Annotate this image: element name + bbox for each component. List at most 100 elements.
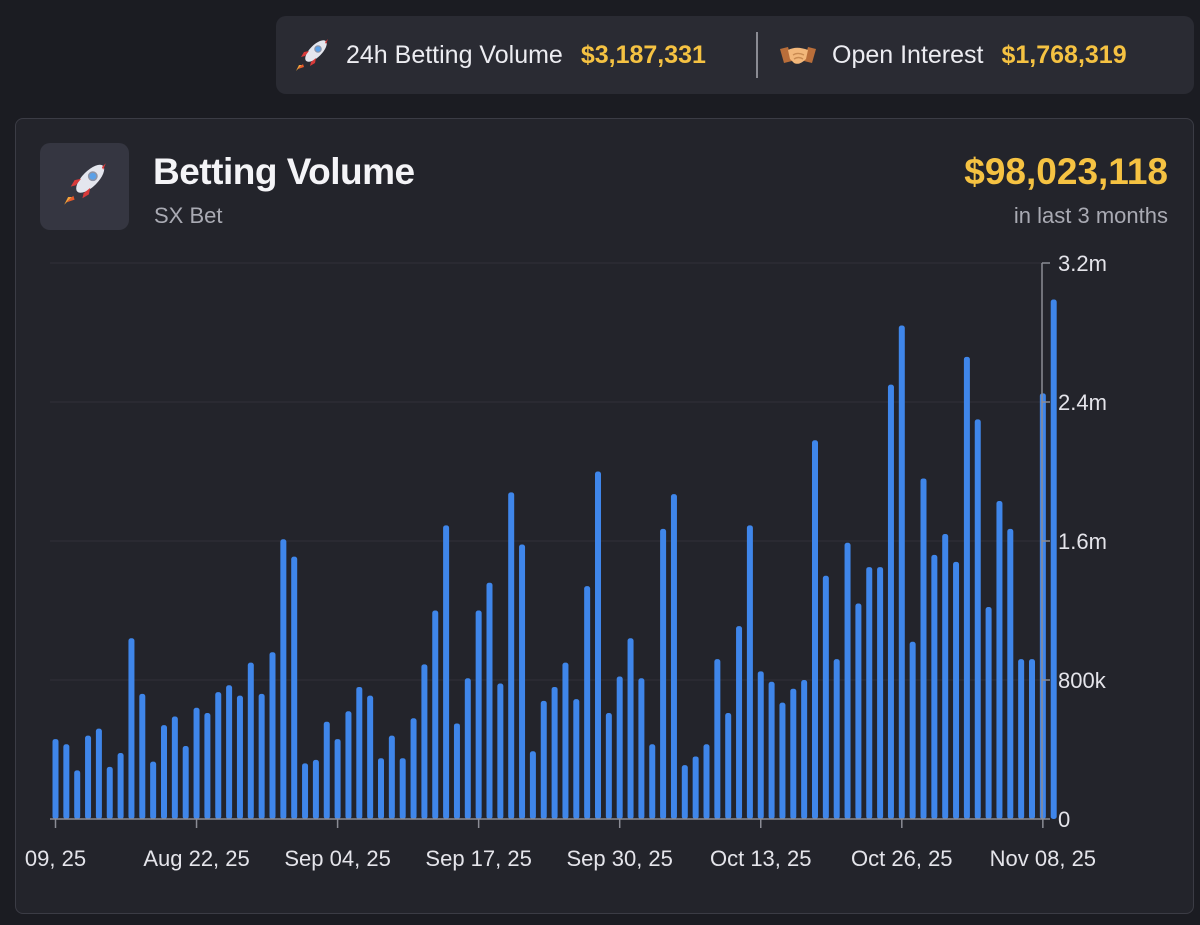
stat-divider — [756, 32, 758, 78]
bar — [540, 700, 547, 819]
stat-24h-volume: 24h Betting Volume $3,187,331 — [276, 16, 756, 94]
bar — [117, 752, 124, 819]
bar — [139, 693, 146, 819]
bar — [486, 582, 493, 819]
bar — [204, 713, 211, 819]
y-tick-label: 3.2m — [1058, 251, 1107, 276]
x-tick-label: Oct 26, 25 — [851, 846, 953, 871]
bar — [855, 603, 862, 819]
bar — [844, 542, 851, 819]
bar — [779, 702, 786, 819]
bar — [703, 744, 710, 819]
bar — [312, 759, 319, 819]
bar — [692, 756, 699, 819]
bar — [996, 501, 1003, 819]
bar — [519, 544, 526, 819]
bar — [638, 678, 645, 819]
bar — [1018, 659, 1025, 819]
card-title: Betting Volume — [153, 151, 415, 192]
bar — [660, 528, 667, 819]
volume-value: $3,187,331 — [580, 40, 706, 69]
bar — [432, 610, 439, 819]
bar — [475, 610, 482, 819]
bar — [258, 693, 265, 819]
rocket-icon — [292, 35, 332, 75]
bar — [920, 478, 927, 819]
bar — [193, 707, 200, 819]
bar — [367, 695, 374, 819]
bar — [280, 539, 287, 819]
bar — [334, 739, 341, 819]
bar — [942, 534, 949, 819]
y-tick-label: 800k — [1058, 668, 1107, 693]
bar — [757, 671, 764, 819]
rocket-icon — [59, 158, 111, 215]
bar — [1007, 528, 1014, 819]
bar — [790, 688, 797, 819]
bar — [736, 626, 743, 819]
x-tick-label: Oct 13, 25 — [710, 846, 812, 871]
bar — [345, 711, 352, 819]
bar — [584, 586, 591, 819]
bar — [573, 699, 580, 819]
bar — [833, 659, 840, 819]
bar — [95, 728, 102, 819]
bar — [106, 766, 113, 819]
bar — [421, 664, 428, 819]
x-tick-label: Aug 22, 25 — [143, 846, 249, 871]
bar — [323, 721, 330, 819]
bar — [399, 758, 406, 819]
bar — [161, 725, 167, 819]
bar — [247, 662, 254, 819]
bar — [887, 384, 894, 819]
bar — [953, 561, 960, 819]
bar — [909, 641, 916, 819]
bar — [931, 554, 938, 819]
bar — [508, 492, 515, 819]
bar — [562, 662, 569, 819]
bar — [985, 607, 992, 819]
bar — [681, 765, 688, 819]
bar — [453, 723, 460, 819]
handshake-icon — [778, 35, 818, 75]
bar — [714, 659, 721, 819]
bar — [877, 567, 884, 819]
card-total-value: $98,023,118 — [964, 151, 1168, 192]
bar — [963, 356, 970, 819]
bar — [670, 494, 677, 819]
bar — [52, 739, 59, 819]
bar — [85, 735, 92, 819]
y-tick-label: 0 — [1058, 807, 1070, 832]
bar — [529, 751, 536, 819]
bar — [1029, 659, 1035, 819]
bar — [605, 713, 612, 819]
bar — [822, 575, 829, 819]
bar — [627, 638, 634, 819]
bar — [388, 735, 395, 819]
bar — [746, 525, 753, 819]
bar — [551, 686, 558, 819]
x-tick-label: Sep 30, 25 — [566, 846, 672, 871]
bar — [974, 419, 981, 819]
bar — [378, 758, 384, 819]
bar — [464, 678, 471, 819]
bar — [1050, 299, 1057, 819]
bar — [302, 763, 309, 819]
oi-label: Open Interest — [832, 40, 984, 69]
stat-open-interest: Open Interest $1,768,319 — [762, 16, 1127, 94]
bar — [812, 440, 818, 819]
bar — [356, 686, 363, 819]
bar — [443, 525, 450, 819]
x-tick-label: Nov 08, 25 — [990, 846, 1096, 871]
y-tick-label: 1.6m — [1058, 529, 1107, 554]
bar — [725, 713, 732, 819]
x-tick-label: 09, 25 — [25, 846, 86, 871]
bar — [649, 744, 656, 819]
bar — [898, 325, 905, 819]
bar — [226, 685, 233, 819]
x-tick-label: Sep 17, 25 — [425, 846, 531, 871]
oi-value: $1,768,319 — [1001, 40, 1127, 69]
card-period: in last 3 months — [1013, 203, 1168, 228]
bar — [595, 471, 601, 819]
